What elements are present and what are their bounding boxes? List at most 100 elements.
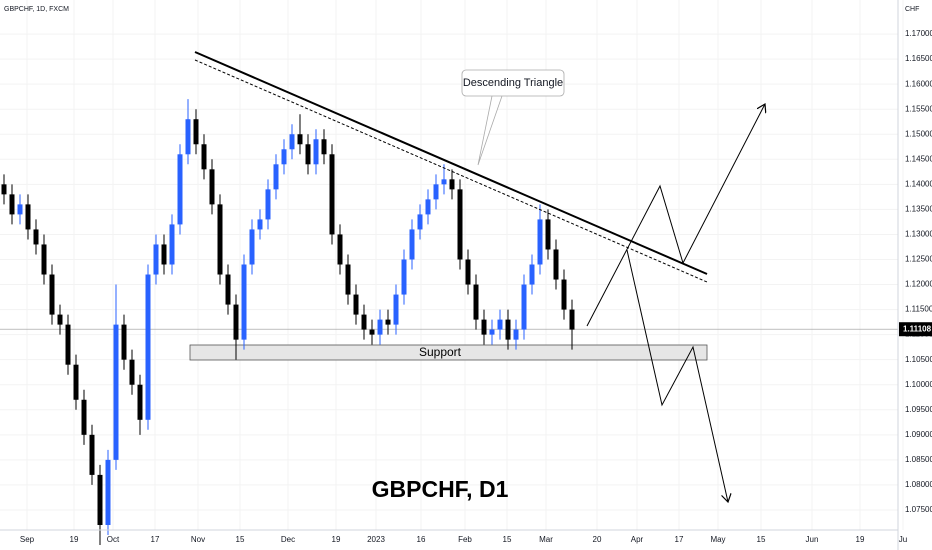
candle-body	[449, 179, 455, 190]
y-tick-label: 1.12000	[905, 280, 932, 289]
candle-body	[433, 184, 439, 200]
y-tick-label: 1.10500	[905, 355, 932, 364]
x-tick-label: 15	[503, 535, 512, 544]
candle-body	[481, 319, 487, 335]
candle-body	[81, 399, 87, 435]
candle-body	[393, 294, 399, 325]
projection-down	[626, 249, 728, 502]
x-tick-label: Mar	[539, 535, 553, 544]
candle-body	[281, 149, 287, 165]
y-tick-label: 1.15500	[905, 104, 932, 113]
candle-body	[33, 229, 39, 245]
candle-body	[57, 314, 63, 325]
callout-pointer	[477, 95, 503, 166]
candle-body	[105, 459, 111, 525]
y-tick-label: 1.10000	[905, 380, 932, 389]
candle-body	[553, 249, 559, 280]
candle-body	[369, 329, 375, 335]
candle-body	[137, 384, 143, 420]
candle-body	[353, 294, 359, 315]
x-tick-label: Ju	[899, 535, 907, 544]
candles	[1, 99, 575, 546]
candle-body	[321, 139, 327, 155]
candle-body	[521, 284, 527, 330]
candle-body	[569, 309, 575, 330]
x-tick-label: 17	[151, 535, 160, 544]
candle-body	[41, 244, 47, 275]
y-tick-label: 1.08500	[905, 455, 932, 464]
candle-body	[113, 324, 119, 460]
candle-body	[465, 259, 471, 285]
candle-body	[409, 229, 415, 260]
candle-body	[329, 154, 335, 235]
x-tick-label: 19	[856, 535, 865, 544]
support-label: Support	[419, 345, 462, 359]
x-tick-label: Sep	[20, 535, 35, 544]
last-price-box	[899, 322, 932, 337]
candle-body	[401, 259, 407, 295]
candle-body	[345, 264, 351, 295]
candle-body	[9, 194, 15, 215]
candle-body	[201, 144, 207, 170]
y-tick-label: 1.11500	[905, 305, 932, 314]
candle-body	[65, 324, 71, 365]
x-tick-label: Nov	[191, 535, 205, 544]
x-tick-label: 15	[757, 535, 766, 544]
symbol-title: GBPCHF, 1D, FXCM	[4, 6, 69, 13]
candle-body	[161, 244, 167, 265]
candle-body	[241, 264, 247, 340]
candle-body	[417, 214, 423, 230]
candle-body	[513, 329, 519, 340]
candle-body	[545, 219, 551, 250]
candle-body	[441, 179, 447, 185]
y-tick-label: 1.12500	[905, 255, 932, 264]
candle-body	[361, 314, 367, 330]
axes: 1.07500 1.08000 1.08500 1.09000 1.09500 1.100…	[20, 29, 932, 544]
candle-body	[153, 244, 159, 275]
candle-body	[313, 139, 319, 165]
candle-body	[185, 119, 191, 155]
x-tick-label: Dec	[281, 535, 295, 544]
support-zone	[189, 344, 708, 361]
x-tick-label: 17	[675, 535, 684, 544]
x-tick-label: 19	[332, 535, 341, 544]
y-tick-label: 1.16500	[905, 54, 932, 63]
candle-body	[1, 184, 7, 195]
callout-box	[461, 69, 565, 97]
callout-text: Descending Triangle	[463, 77, 563, 89]
candle-body	[145, 274, 151, 420]
candle-body	[73, 364, 79, 400]
grid	[0, 0, 904, 530]
y-tick-label: 1.14000	[905, 179, 932, 188]
watermark: GBPCHF, D1	[372, 476, 509, 502]
x-tick-label: Jun	[806, 535, 819, 544]
candle-body	[25, 204, 31, 230]
candle-body	[489, 329, 495, 335]
x-tick-label: 16	[417, 535, 426, 544]
x-tick-label: Feb	[458, 535, 472, 544]
candle-body	[473, 284, 479, 320]
candle-body	[217, 204, 223, 275]
candle-body	[233, 304, 239, 340]
candle-body	[49, 274, 55, 315]
candle-body	[17, 204, 23, 215]
y-tick-label: 1.13000	[905, 230, 932, 239]
candle-body	[505, 319, 511, 340]
candle-body	[225, 274, 231, 305]
x-tick-label: Oct	[107, 535, 120, 544]
x-tick-label: Apr	[631, 535, 644, 544]
x-tick-label: May	[710, 535, 725, 544]
candle-body	[121, 324, 127, 360]
candle-body	[265, 189, 271, 220]
candle-body	[193, 119, 199, 145]
y-tick-label: 1.17000	[905, 29, 932, 38]
y-tick-label: 1.07500	[905, 505, 932, 514]
axis-unit: CHF	[905, 6, 919, 13]
candle-body	[529, 264, 535, 285]
candle-body	[337, 234, 343, 265]
candle-body	[129, 359, 135, 385]
y-tick-label: 1.13500	[905, 205, 932, 214]
y-tick-label: 1.09000	[905, 430, 932, 439]
candle-body	[273, 164, 279, 190]
x-tick-label: 2023	[367, 535, 385, 544]
